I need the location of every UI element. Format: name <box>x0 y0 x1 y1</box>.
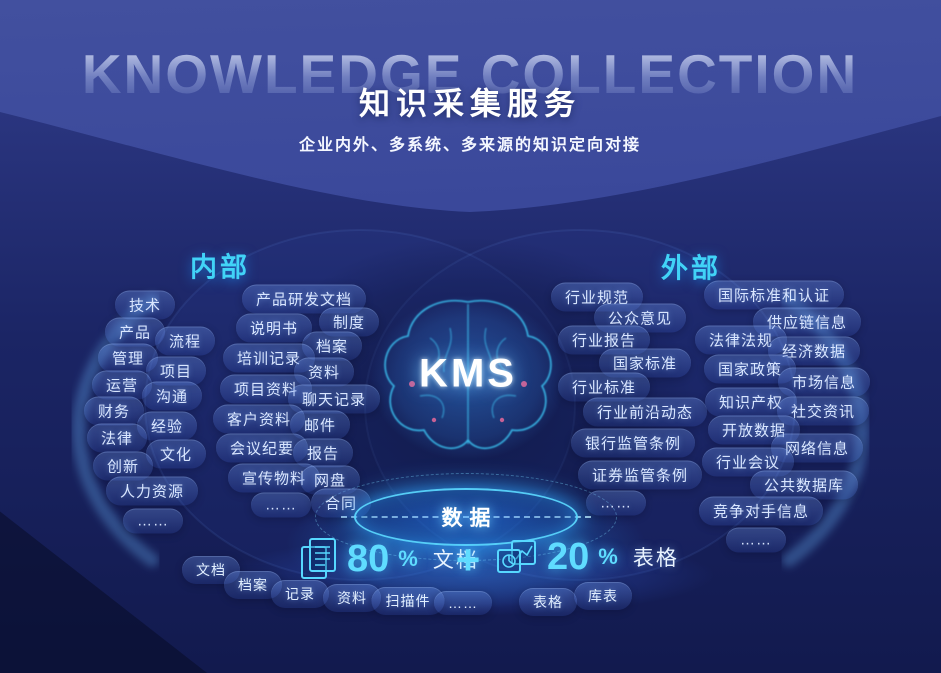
data-type-tag: 扫描件 <box>371 587 445 615</box>
data-type-tag: 文档 <box>182 556 240 584</box>
source-tag: 网络信息 <box>770 433 864 463</box>
watermark-text: KNOWLEDGE COLLECTION <box>81 43 859 105</box>
source-tag: 文化 <box>145 439 207 469</box>
source-tag: 制度 <box>318 307 380 337</box>
source-tag: …… <box>123 508 183 534</box>
source-tag: 行业前沿动态 <box>582 397 708 427</box>
document-icon <box>301 538 336 579</box>
source-tag: 公共数据库 <box>749 470 859 500</box>
source-tag: 档案 <box>301 331 363 361</box>
table-percent-value: 20 <box>547 536 590 578</box>
data-type-tag: 表格 <box>519 588 577 616</box>
source-tag: 报告 <box>292 438 354 468</box>
source-tag: …… <box>586 490 646 516</box>
source-tag: 运营 <box>91 370 153 400</box>
source-tag: 项目 <box>145 356 207 386</box>
source-tag: 产品研发文档 <box>241 284 367 314</box>
page-subtitle: 企业内外、多系统、多来源的知识定向对接 <box>298 137 642 154</box>
kms-label: KMS <box>419 351 517 396</box>
document-percent-unit: % <box>398 546 418 571</box>
source-tag: 行业报告 <box>557 325 651 355</box>
data-type-tag: 库表 <box>574 582 632 610</box>
source-tag: 流程 <box>154 326 216 356</box>
table-stat: 20 % 表格 <box>496 537 679 577</box>
source-tag: 行业规范 <box>550 282 644 312</box>
source-tag: 邮件 <box>289 410 351 440</box>
source-tag: 网盘 <box>299 465 361 495</box>
plus-sign: + <box>455 536 481 583</box>
data-hub-ring <box>354 488 578 546</box>
document-percent-value: 80 <box>347 538 390 580</box>
source-tag: 国际标准和认证 <box>703 280 845 310</box>
data-hub-outer-ring <box>315 473 617 561</box>
source-tag: 产品 <box>104 317 166 347</box>
source-tag: 公众意见 <box>593 303 687 333</box>
source-tag: 竞争对手信息 <box>698 496 824 526</box>
source-tag: 国家政策 <box>703 354 797 384</box>
source-tag: 法律 <box>86 423 148 453</box>
data-type-tag: 记录 <box>271 580 329 608</box>
data-type-tag: …… <box>434 591 492 615</box>
data-hub-label: 数据 <box>441 507 498 530</box>
data-type-tag: 档案 <box>224 571 282 599</box>
source-tag: 客户资料 <box>212 404 306 434</box>
source-tag: 知识产权 <box>704 387 798 417</box>
source-tag: 供应链信息 <box>752 307 862 337</box>
source-tag: 聊天记录 <box>287 384 381 414</box>
document-stat-label: 文档 <box>432 549 479 572</box>
source-tag: 管理 <box>97 343 159 373</box>
source-tag: 行业会议 <box>701 447 795 477</box>
brain-icon <box>384 299 552 450</box>
internal-heading: 内部 <box>190 252 250 283</box>
source-tag: 说明书 <box>235 313 313 343</box>
source-tag: 人力资源 <box>105 476 199 506</box>
source-tag: 经验 <box>136 411 198 441</box>
source-tag: 行业标准 <box>557 372 651 402</box>
page-title: 知识采集服务 <box>359 86 581 122</box>
table-stat-label: 表格 <box>632 547 679 570</box>
source-tag: 财务 <box>83 396 145 426</box>
source-tag: 证券监管条例 <box>577 460 703 490</box>
source-tag: 技术 <box>114 290 176 320</box>
source-tag: 创新 <box>92 451 154 481</box>
source-tag: 培训记录 <box>222 343 316 373</box>
source-tag: …… <box>726 527 786 553</box>
source-tag: 沟通 <box>141 381 203 411</box>
source-tag: 宣传物料 <box>227 463 321 493</box>
source-tag: 法律法规 <box>694 325 788 355</box>
source-tag: 市场信息 <box>777 367 871 397</box>
source-tag: …… <box>251 492 311 518</box>
table-percent-unit: % <box>598 544 618 569</box>
source-tag: 国家标准 <box>598 348 692 378</box>
source-tag: 项目资料 <box>219 374 313 404</box>
source-tag: 开放数据 <box>707 415 801 445</box>
data-type-tag: 资料 <box>323 584 381 612</box>
table-icon <box>497 540 536 573</box>
external-heading: 外部 <box>661 253 721 284</box>
document-stat: 80 % 文档 <box>300 537 479 581</box>
source-tag: 社交资讯 <box>776 396 870 426</box>
source-tag: 银行监管条例 <box>570 428 696 458</box>
source-tag: 资料 <box>293 357 355 387</box>
source-tag: 经济数据 <box>767 336 861 366</box>
source-tag: 会议纪要 <box>215 433 309 463</box>
